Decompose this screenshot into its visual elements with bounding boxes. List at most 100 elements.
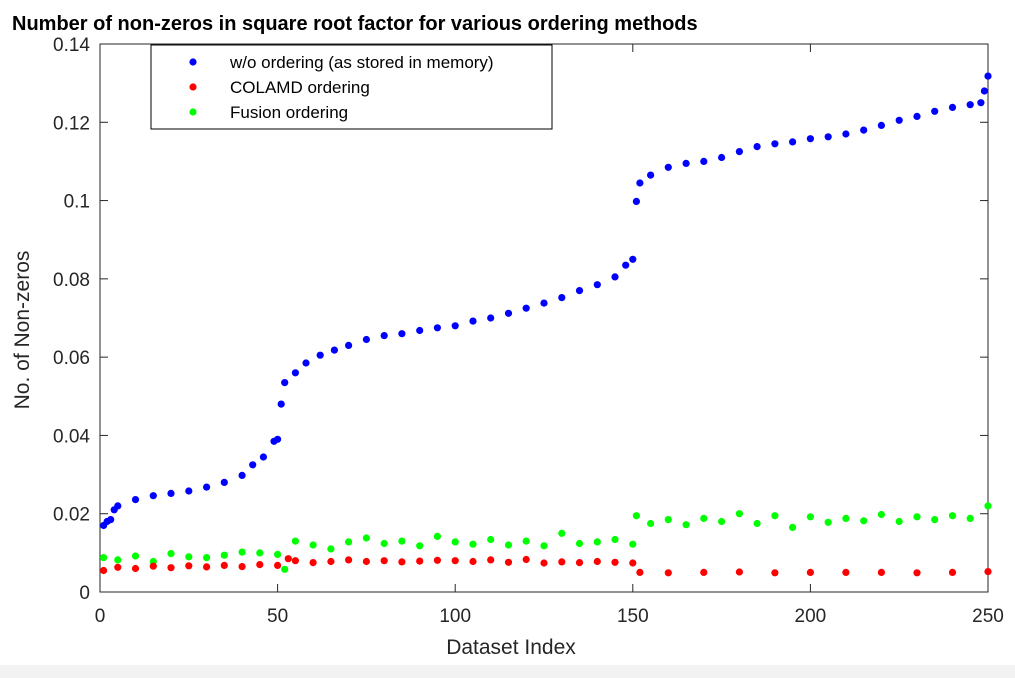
- data-point-1: [700, 568, 708, 577]
- data-point-1: [735, 568, 744, 576]
- plot-frame: [99, 43, 989, 593]
- y-tick-label: 0: [79, 583, 90, 604]
- data-point-0: [398, 330, 406, 338]
- data-point-0: [540, 299, 548, 307]
- data-point-1: [380, 557, 388, 565]
- data-point-1: [416, 557, 424, 565]
- data-point-2: [451, 538, 459, 546]
- data-point-2: [629, 540, 637, 548]
- data-point-0: [380, 332, 388, 340]
- data-point-0: [718, 153, 726, 162]
- data-point-0: [753, 143, 761, 151]
- data-point-0: [362, 335, 370, 344]
- data-point-1: [398, 558, 406, 566]
- data-point-1: [984, 568, 992, 576]
- data-point-0: [913, 112, 921, 120]
- data-point-2: [327, 545, 335, 553]
- legend: w/o ordering (as stored in memory) COLAMD…: [150, 44, 553, 130]
- data-point-2: [433, 532, 441, 541]
- data-point-2: [593, 538, 601, 546]
- data-point-1: [114, 563, 122, 571]
- data-point-1: [664, 569, 672, 577]
- data-point-1: [636, 568, 644, 577]
- data-point-0: [593, 281, 601, 289]
- data-point-1: [948, 568, 957, 577]
- y-tick-label: 0.04: [53, 426, 90, 447]
- data-point-0: [735, 148, 744, 156]
- y-axis-label: No. of Non-zeros: [11, 251, 34, 410]
- legend-marker: [189, 108, 197, 116]
- data-point-0: [966, 101, 974, 109]
- data-point-0: [131, 496, 140, 504]
- data-point-0: [789, 138, 797, 146]
- data-point-1: [629, 559, 637, 567]
- data-point-2: [842, 514, 850, 523]
- data-point-0: [274, 435, 282, 443]
- data-point-2: [203, 554, 211, 562]
- data-point-0: [806, 135, 815, 143]
- data-point-0: [302, 359, 310, 367]
- data-point-2: [487, 535, 495, 544]
- legend-marker: [189, 58, 197, 66]
- data-point-1: [309, 559, 317, 567]
- data-point-2: [220, 551, 228, 559]
- data-point-2: [860, 517, 868, 525]
- data-point-0: [203, 483, 211, 491]
- bottom-strip: [0, 665, 1015, 678]
- data-point-2: [647, 519, 655, 528]
- data-point-1: [291, 557, 299, 565]
- data-point-0: [824, 133, 832, 141]
- data-point-2: [309, 541, 317, 549]
- data-point-0: [249, 461, 257, 469]
- data-point-2: [789, 523, 797, 532]
- data-point-0: [330, 346, 338, 354]
- data-point-2: [281, 565, 289, 573]
- data-point-0: [877, 121, 886, 129]
- data-point-0: [575, 287, 584, 295]
- data-point-2: [256, 549, 264, 557]
- data-point-1: [611, 558, 619, 566]
- data-point-1: [593, 557, 601, 566]
- y-tick-label: 0.14: [53, 35, 90, 56]
- x-axis-label: Dataset Index: [446, 636, 576, 659]
- data-point-1: [327, 557, 335, 566]
- data-point-0: [504, 309, 513, 317]
- data-point-2: [274, 550, 282, 559]
- data-point-2: [345, 538, 353, 546]
- y-axis: 0 0.02 0.04 0.06 0.08 0.1 0.12 0.14: [53, 35, 988, 604]
- data-point-1: [806, 568, 815, 577]
- data-point-0: [291, 369, 299, 377]
- data-point-2: [664, 516, 672, 524]
- x-tick-label: 200: [795, 606, 827, 627]
- data-point-1: [522, 555, 530, 564]
- data-point-1: [131, 564, 140, 573]
- x-axis: 0 50 100 150 200 250: [95, 44, 1004, 627]
- data-point-0: [860, 126, 868, 134]
- data-point-0: [629, 255, 637, 263]
- data-point-0: [451, 322, 459, 330]
- data-point-2: [931, 516, 939, 524]
- data-point-0: [895, 116, 903, 124]
- data-point-0: [149, 492, 157, 500]
- data-point-2: [131, 552, 140, 560]
- data-point-1: [433, 556, 441, 564]
- data-point-2: [522, 537, 530, 545]
- data-point-0: [316, 351, 324, 359]
- data-point-1: [842, 568, 850, 577]
- data-point-2: [948, 512, 957, 520]
- y-tick-label: 0.08: [53, 270, 90, 291]
- data-point-2: [100, 554, 108, 562]
- data-point-1: [203, 563, 211, 571]
- data-point-1: [238, 563, 246, 571]
- data-point-0: [611, 273, 619, 281]
- data-point-2: [877, 510, 886, 519]
- data-point-0: [771, 140, 779, 148]
- data-point-0: [622, 261, 630, 269]
- chart-title: Number of non-zeros in square root facto…: [12, 13, 698, 35]
- data-point-2: [504, 541, 513, 549]
- data-point-2: [824, 518, 832, 526]
- data-point-2: [380, 539, 388, 548]
- data-point-2: [771, 512, 779, 520]
- legend-label: Fusion ordering: [230, 103, 348, 122]
